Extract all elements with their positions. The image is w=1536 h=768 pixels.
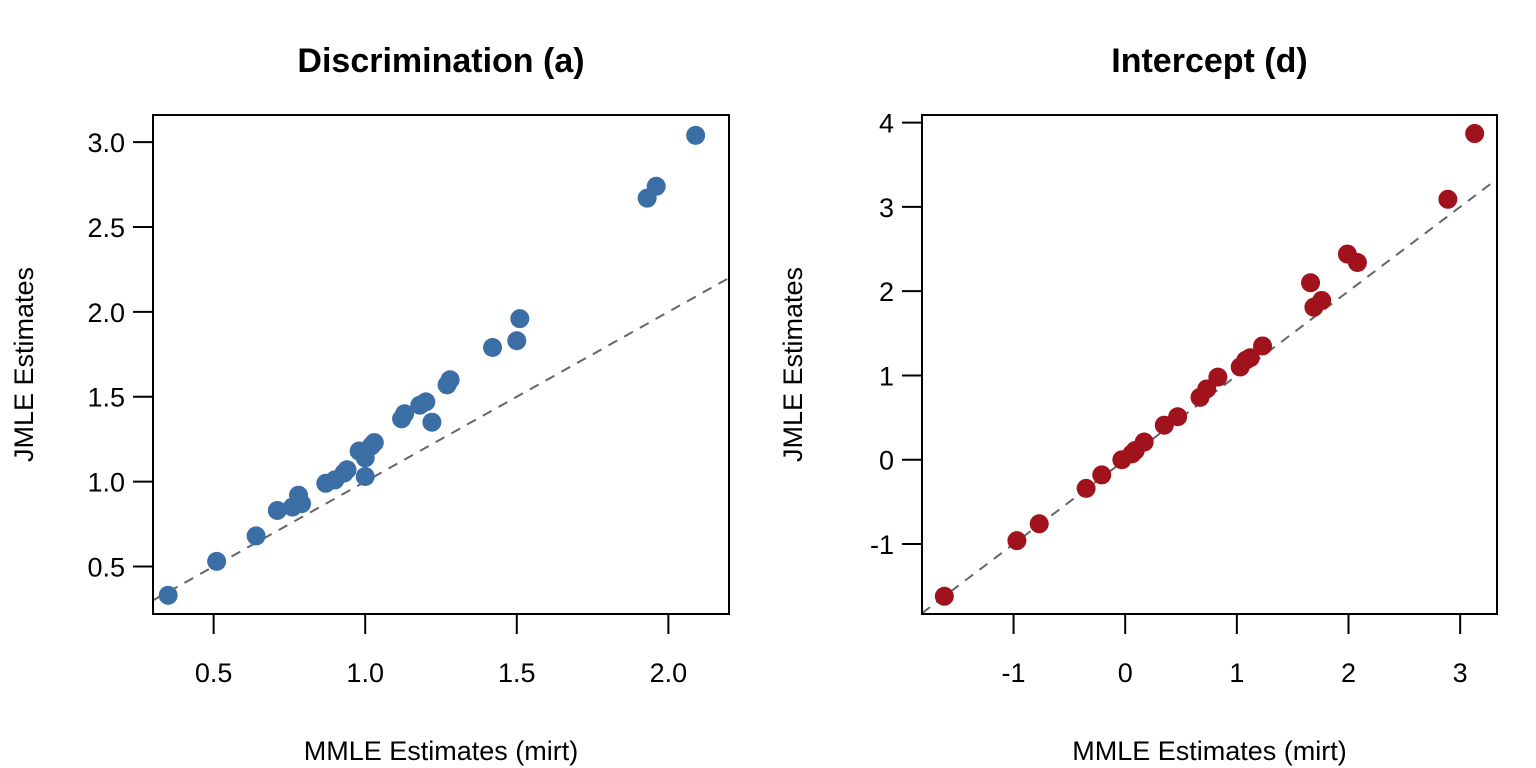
data-point [646, 176, 666, 196]
data-point [1134, 432, 1154, 452]
y-tick-label: 2.0 [87, 298, 125, 328]
x-tick-label: 1.0 [346, 658, 384, 688]
x-tick-label: 0.5 [195, 658, 233, 688]
y-tick-label: 3.0 [87, 128, 125, 158]
data-point [1465, 124, 1485, 144]
y-tick-label: 0.5 [87, 552, 125, 582]
data-point [292, 494, 312, 514]
data-point [1347, 253, 1367, 273]
y-tick-label: -1 [870, 530, 894, 560]
data-point [1007, 531, 1027, 551]
y-axis-label: JMLE Estimates [9, 267, 39, 462]
x-tick-label: 2 [1341, 658, 1356, 688]
data-point [1312, 290, 1332, 310]
data-point [934, 586, 954, 606]
data-point [440, 370, 460, 390]
x-tick-label: 3 [1453, 658, 1468, 688]
data-point [355, 467, 375, 487]
x-tick-label: -1 [1002, 658, 1026, 688]
x-axis-label: MMLE Estimates (mirt) [1072, 736, 1347, 766]
y-tick-label: 2 [879, 277, 894, 307]
data-point [1197, 379, 1217, 399]
data-point [686, 125, 706, 145]
data-point [395, 404, 415, 424]
x-tick-label: 2.0 [650, 658, 688, 688]
data-point [267, 500, 287, 520]
scatter-points [934, 124, 1485, 606]
data-point [337, 460, 357, 480]
plot-frame [921, 114, 1498, 615]
y-tick-label: 1 [879, 361, 894, 391]
identity-reference-line [153, 277, 729, 602]
y-tick-label: 1.5 [87, 383, 125, 413]
x-tick-label: 1.5 [498, 658, 536, 688]
x-tick-label: 1 [1229, 658, 1244, 688]
data-point [422, 412, 442, 432]
data-point [361, 436, 381, 456]
data-point [507, 331, 527, 351]
data-point [207, 551, 227, 571]
data-point [416, 392, 436, 412]
data-point [1438, 189, 1458, 209]
panel-intercept: Intercept (d) MMLE Estimates (mirt) JMLE… [778, 42, 1498, 766]
y-tick-label: 4 [879, 109, 894, 139]
y-tick-label: 1.0 [87, 468, 125, 498]
scatter-points [158, 125, 706, 605]
y-tick-label: 3 [879, 193, 894, 223]
data-point [510, 309, 530, 329]
data-point [1208, 367, 1228, 387]
y-tick-label: 0 [879, 446, 894, 476]
x-axis-label: MMLE Estimates (mirt) [304, 736, 579, 766]
data-point [1029, 514, 1049, 534]
data-point [1076, 478, 1096, 498]
data-point [246, 526, 266, 546]
y-axis-label: JMLE Estimates [778, 267, 808, 462]
data-point [1168, 407, 1188, 427]
data-point [158, 585, 178, 605]
data-point [483, 338, 503, 358]
data-point [1240, 348, 1260, 368]
data-point [1253, 336, 1273, 356]
data-point [1301, 273, 1321, 293]
chart-title: Discrimination (a) [297, 42, 584, 80]
plot-frame [152, 114, 730, 615]
chart-title: Intercept (d) [1111, 42, 1307, 80]
y-tick-label: 2.5 [87, 213, 125, 243]
panel-discrimination: Discrimination (a) MMLE Estimates (mirt)… [9, 42, 730, 766]
x-tick-label: 0 [1118, 658, 1133, 688]
data-point [1092, 465, 1112, 485]
